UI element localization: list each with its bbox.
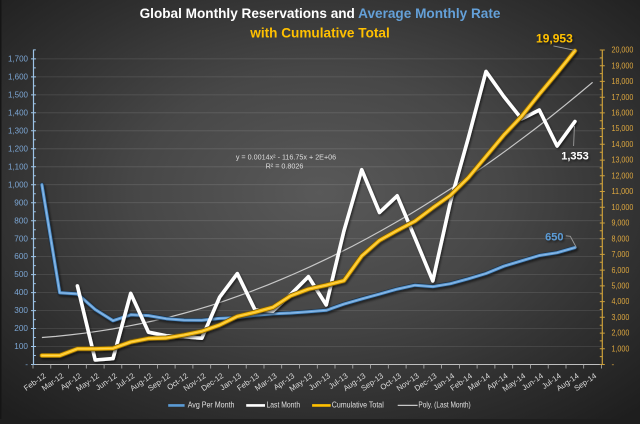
svg-text:16,000: 16,000 xyxy=(612,109,634,118)
svg-text:20,000: 20,000 xyxy=(612,46,634,55)
svg-text:12,000: 12,000 xyxy=(612,171,634,180)
svg-text:2,000: 2,000 xyxy=(612,329,630,338)
svg-text:-: - xyxy=(612,360,615,369)
svg-text:R² = 0.8026: R² = 0.8026 xyxy=(266,162,304,171)
svg-text:1,400: 1,400 xyxy=(8,108,28,117)
svg-text:Poly. (Last Month): Poly. (Last Month) xyxy=(418,401,471,410)
svg-text:1,353: 1,353 xyxy=(561,151,589,163)
svg-text:600: 600 xyxy=(14,252,28,261)
svg-text:17,000: 17,000 xyxy=(612,93,634,102)
svg-text:6,000: 6,000 xyxy=(612,266,630,275)
svg-text:500: 500 xyxy=(14,270,28,279)
svg-text:1,000: 1,000 xyxy=(612,344,630,353)
svg-text:18,000: 18,000 xyxy=(612,77,634,86)
svg-text:1,700: 1,700 xyxy=(8,55,28,64)
svg-text:1,100: 1,100 xyxy=(8,162,28,171)
svg-text:4,000: 4,000 xyxy=(612,297,630,306)
svg-text:1,300: 1,300 xyxy=(8,126,28,135)
svg-text:1,500: 1,500 xyxy=(8,91,28,100)
svg-text:300: 300 xyxy=(14,306,28,315)
svg-text:400: 400 xyxy=(14,288,28,297)
svg-text:14,000: 14,000 xyxy=(612,140,634,149)
svg-text:9,000: 9,000 xyxy=(612,219,630,228)
svg-text:Cumulative Total: Cumulative Total xyxy=(332,401,384,410)
svg-text:700: 700 xyxy=(14,234,28,243)
svg-text:8,000: 8,000 xyxy=(612,234,630,243)
svg-text:7,000: 7,000 xyxy=(612,250,630,259)
svg-text:100: 100 xyxy=(14,342,28,351)
svg-text:with Cumulative Total: with Cumulative Total xyxy=(249,26,389,41)
svg-text:Global Monthly Reservations an: Global Monthly Reservations and Average … xyxy=(140,6,501,21)
svg-text:19,000: 19,000 xyxy=(612,61,634,70)
svg-text:650: 650 xyxy=(545,232,563,244)
svg-text:-: - xyxy=(25,360,28,369)
svg-text:15,000: 15,000 xyxy=(612,124,634,133)
svg-text:Avg Per Month: Avg Per Month xyxy=(188,401,235,410)
svg-text:19,953: 19,953 xyxy=(536,32,573,46)
svg-text:Last Month: Last Month xyxy=(267,401,301,410)
svg-text:y = 0.0014x² - 116.75x + 2E+06: y = 0.0014x² - 116.75x + 2E+06 xyxy=(236,153,336,162)
svg-text:900: 900 xyxy=(14,198,28,207)
svg-text:3,000: 3,000 xyxy=(612,313,630,322)
svg-text:11,000: 11,000 xyxy=(612,187,634,196)
svg-text:10,000: 10,000 xyxy=(612,203,634,212)
svg-text:200: 200 xyxy=(14,324,28,333)
svg-text:1,000: 1,000 xyxy=(8,180,28,189)
svg-text:1,200: 1,200 xyxy=(8,144,28,153)
svg-text:13,000: 13,000 xyxy=(612,156,634,165)
svg-text:5,000: 5,000 xyxy=(612,282,630,291)
svg-text:1,600: 1,600 xyxy=(8,73,28,82)
svg-text:800: 800 xyxy=(14,216,28,225)
